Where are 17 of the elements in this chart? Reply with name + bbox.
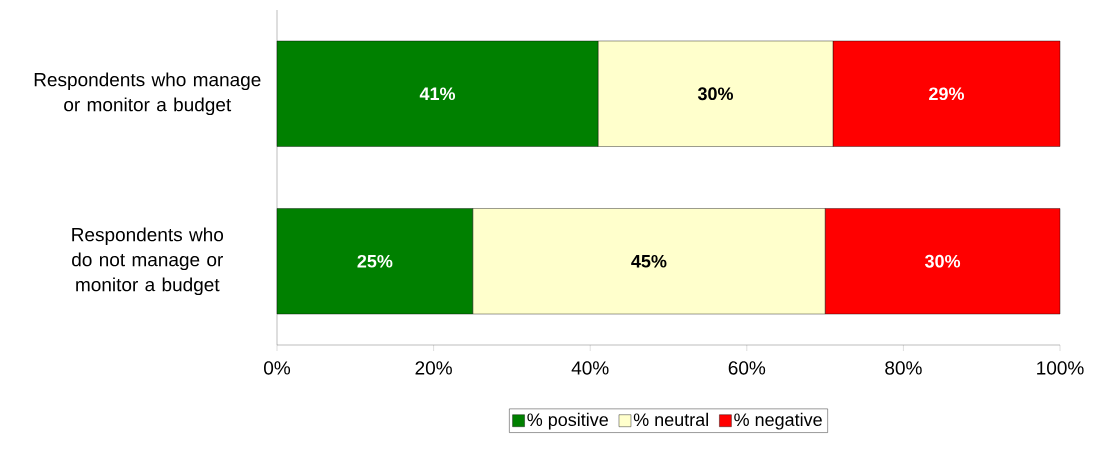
x-tick-label: 40%	[571, 361, 609, 375]
legend-label: % positive	[527, 412, 608, 430]
y-tick-label: Respondents who do not manage or monitor a budget	[72, 227, 224, 296]
data-label: 30%	[697, 87, 734, 101]
legend-label: % negative	[734, 412, 822, 430]
x-tick-label: 100%	[1037, 361, 1084, 375]
y-tick-label: Respondents who manage or monitor a budget	[34, 72, 261, 116]
x-tick-label: 80%	[885, 361, 922, 375]
data-label: 25%	[357, 254, 393, 268]
data-label: 41%	[419, 87, 456, 101]
data-label: 45%	[631, 254, 667, 268]
data-label: 29%	[929, 87, 965, 101]
x-tick-label: 0%	[264, 361, 291, 375]
x-tick-label: 60%	[728, 361, 766, 375]
data-label: 30%	[924, 254, 961, 268]
x-tick-label: 20%	[415, 361, 452, 375]
legend-label: % neutral	[633, 412, 708, 427]
